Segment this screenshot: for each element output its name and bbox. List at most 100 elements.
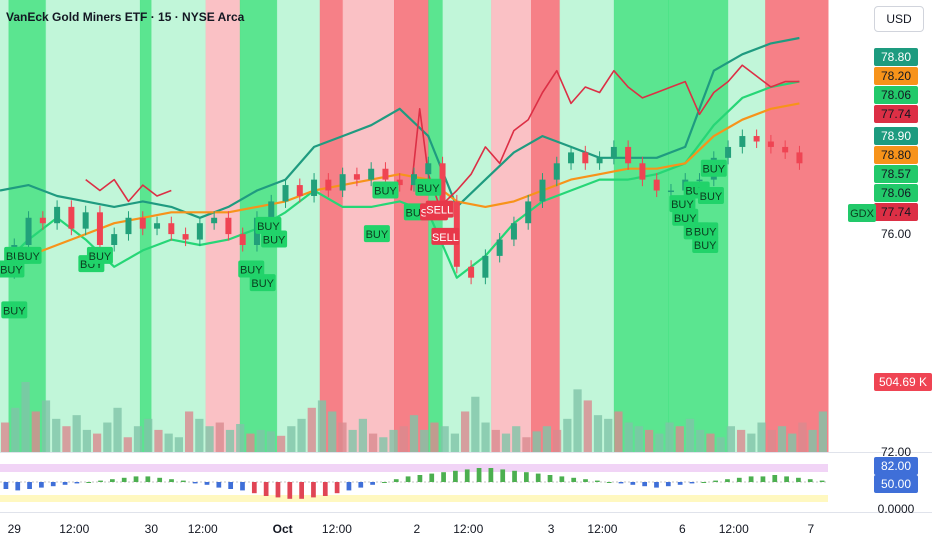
volume-bar — [41, 400, 51, 452]
oscillator-bar — [559, 476, 565, 482]
oscillator-lower-band — [0, 495, 828, 502]
oscillator-bar — [618, 482, 624, 484]
price-badge-label: 78.80 — [881, 148, 911, 162]
oscillator-bar — [346, 482, 352, 491]
candle-body — [596, 157, 603, 164]
buy-signal-box — [415, 178, 442, 196]
price-badge-label: 78.06 — [881, 186, 911, 200]
volume-bar — [1, 422, 10, 452]
candle-body — [796, 152, 803, 164]
zone-light — [559, 0, 615, 452]
currency-selector[interactable]: USD — [874, 6, 924, 32]
zone-light — [276, 0, 321, 452]
oscillator-bar — [263, 482, 269, 496]
x-tick-label: 12:00 — [453, 522, 483, 536]
sell-signal-label: SELL — [426, 205, 453, 217]
volume-bar — [317, 400, 327, 452]
oscillator-badge — [874, 457, 918, 475]
volume-bar — [818, 411, 827, 452]
volume-bar — [430, 422, 439, 452]
candle-body — [468, 266, 475, 278]
volume-bar — [450, 433, 459, 452]
volume-bar — [246, 433, 255, 452]
volume-bar — [808, 429, 817, 452]
oscillator-bar — [417, 475, 423, 482]
zone-red — [765, 0, 829, 452]
oscillator-bar — [240, 482, 245, 491]
price-badge — [874, 86, 918, 104]
oscillator-bar — [98, 480, 103, 482]
sell-signal-box — [431, 227, 460, 245]
candle-body — [582, 152, 589, 164]
oscillator-label: 82.00 — [881, 459, 911, 473]
volume-bar — [767, 429, 776, 452]
candle-body — [168, 223, 175, 235]
volume-bar — [277, 435, 286, 452]
buy-signal-box — [86, 246, 113, 264]
zone-light — [442, 0, 492, 452]
oscillator-bar — [512, 470, 517, 482]
buy-signal-label: BUY — [694, 240, 717, 252]
volume-bar — [461, 411, 470, 452]
oscillator-bar — [3, 482, 9, 489]
volume-bar — [123, 437, 132, 452]
buy-signal: BUY — [372, 181, 399, 199]
candle-body — [225, 217, 232, 235]
oscillator-bar — [701, 482, 707, 483]
symbol-tag-label: GDX — [850, 208, 875, 220]
volume-bar — [593, 415, 603, 452]
sell-signal-box — [425, 200, 454, 218]
volume-bar — [747, 433, 756, 452]
volume-bar — [501, 433, 511, 452]
volume-bar — [481, 422, 490, 452]
oscillator-upper-band — [0, 464, 828, 472]
price-badge — [874, 203, 918, 221]
buy-signal-label: BUY — [3, 305, 26, 317]
volume-bar — [491, 429, 500, 452]
buy-signal-box — [249, 274, 276, 292]
buy-signal: BUY — [261, 230, 288, 248]
oscillator-bar — [713, 480, 718, 482]
candle-body — [382, 168, 389, 180]
candle-body — [39, 217, 46, 224]
y-tick-label: 76.00 — [881, 227, 911, 241]
volume-bar — [287, 426, 296, 452]
oscillator-bar — [370, 482, 375, 485]
volume-bar — [440, 426, 449, 452]
oscillator-bar — [311, 482, 316, 498]
oscillator-badge — [874, 475, 918, 493]
volume-bar — [113, 407, 122, 452]
oscillator-bar — [583, 479, 588, 482]
volume-bar — [471, 396, 480, 452]
volume-bar — [512, 426, 521, 452]
volume-bar — [675, 426, 684, 452]
oscillator-bar — [476, 468, 482, 482]
candle-body — [439, 163, 446, 202]
volume-bar — [542, 426, 551, 452]
buy-signal-box — [0, 260, 25, 278]
zone-light — [0, 0, 10, 452]
price-badge-label: 78.90 — [881, 129, 911, 143]
volume-bar — [634, 426, 643, 452]
price-badge — [874, 373, 932, 391]
buy-signal: BUY — [86, 246, 113, 264]
oscillator-label: 50.00 — [881, 477, 911, 491]
oscillator-bar — [748, 476, 754, 482]
zone-green — [428, 0, 444, 452]
buy-signal-box — [697, 186, 724, 204]
price-badge-label: 78.57 — [881, 167, 911, 181]
buy-signal-box — [372, 181, 399, 199]
oscillator-bar — [334, 482, 340, 494]
buy-signal-label: BUY — [257, 221, 280, 233]
price-badge — [874, 165, 918, 183]
volume-bar — [716, 437, 725, 452]
volume-bar — [532, 431, 541, 452]
zone-light — [45, 0, 141, 452]
buy-signal-box — [238, 260, 265, 278]
oscillator-bar — [665, 482, 671, 487]
x-tick-label: 12:00 — [587, 522, 617, 536]
x-tick-label: 12:00 — [188, 522, 218, 536]
